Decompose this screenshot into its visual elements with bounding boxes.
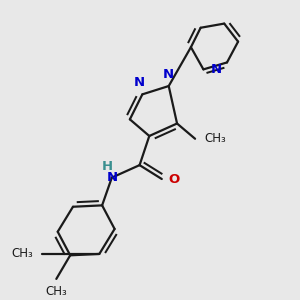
Text: N: N [134,76,145,89]
Text: N: N [106,171,117,184]
Text: H: H [101,160,112,172]
Text: O: O [168,172,179,185]
Text: CH₃: CH₃ [204,132,226,145]
Text: CH₃: CH₃ [45,285,67,298]
Text: N: N [210,63,221,76]
Text: N: N [163,68,174,81]
Text: CH₃: CH₃ [12,248,34,260]
